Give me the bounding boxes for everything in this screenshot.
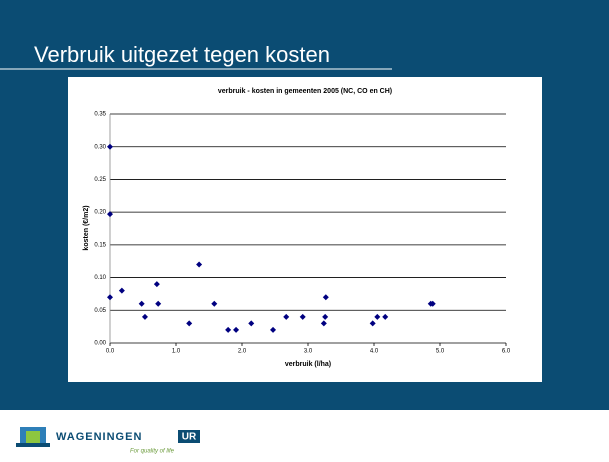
- y-tick-label: 0.20: [94, 210, 106, 216]
- point: [283, 313, 290, 320]
- point: [374, 313, 381, 320]
- x-tick-label: 4.0: [370, 349, 379, 355]
- point: [429, 300, 436, 307]
- point: [299, 313, 306, 320]
- chart-area: [68, 77, 542, 382]
- point: [211, 300, 218, 307]
- x-axis-label: verbruik (l/ha): [285, 361, 331, 368]
- point: [141, 313, 148, 320]
- point: [186, 320, 193, 327]
- point: [196, 261, 203, 268]
- logo: WAGENINGEN UR For quality of life: [16, 427, 200, 455]
- point: [322, 294, 329, 301]
- point: [107, 143, 113, 150]
- y-tick-label: 0.15: [94, 242, 106, 248]
- y-tick-label: 0.30: [94, 144, 106, 150]
- logo-text: WAGENINGEN: [56, 431, 142, 443]
- y-tick-label: 0.10: [94, 275, 106, 281]
- point: [382, 313, 389, 320]
- point: [322, 313, 329, 320]
- chart-title: verbruik - kosten in gemeenten 2005 (NC,…: [218, 88, 392, 95]
- point: [233, 326, 240, 333]
- logo-ur-box: [178, 430, 200, 443]
- point: [118, 287, 125, 294]
- y-tick-label: 0.25: [94, 177, 106, 183]
- footer: [0, 410, 609, 462]
- y-axis-label: kosten (€/m2): [83, 205, 90, 250]
- logo-base: [16, 443, 50, 447]
- logo-ur: UR: [182, 432, 197, 443]
- point: [248, 320, 255, 327]
- point: [107, 294, 113, 301]
- point: [155, 300, 162, 307]
- point: [153, 281, 160, 288]
- point: [138, 300, 145, 307]
- point: [320, 320, 327, 327]
- x-tick-label: 5.0: [436, 349, 445, 355]
- x-tick-label: 6.0: [502, 349, 511, 355]
- logo-mark-inner: [26, 431, 40, 443]
- x-tick-label: 1.0: [172, 349, 181, 355]
- point: [225, 326, 232, 333]
- y-tick-label: 0.05: [94, 308, 106, 314]
- y-tick-label: 0.35: [94, 112, 106, 118]
- point: [270, 326, 277, 333]
- x-tick-label: 2.0: [238, 349, 247, 355]
- x-tick-label: 0.0: [106, 349, 115, 355]
- logo-tagline: For quality of life: [130, 449, 175, 455]
- point: [369, 320, 376, 327]
- x-tick-label: 3.0: [304, 349, 313, 355]
- y-tick-label: 0.00: [94, 341, 106, 347]
- point: [107, 211, 113, 218]
- slide-title: Verbruik uitgezet tegen kosten: [34, 42, 330, 67]
